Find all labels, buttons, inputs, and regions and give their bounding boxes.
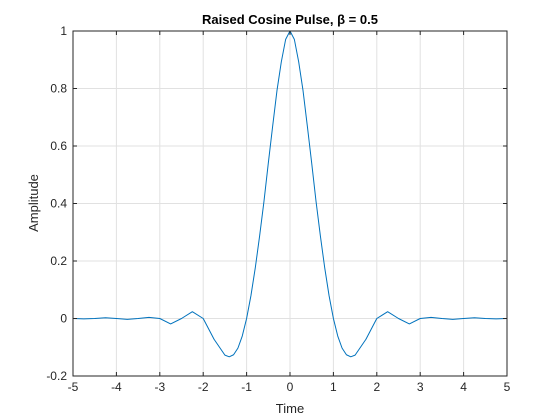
y-tick-label: 0.4 [50, 197, 67, 211]
x-tick-label: 5 [504, 380, 511, 394]
y-tick-label: 0 [60, 312, 67, 326]
x-tick-label: -5 [68, 380, 79, 394]
x-tick-label: -1 [241, 380, 252, 394]
x-axis-label: Time [276, 401, 304, 416]
x-tick-label: -4 [111, 380, 122, 394]
chart-title: Raised Cosine Pulse, β = 0.5 [202, 12, 378, 27]
y-axis-label: Amplitude [26, 174, 41, 232]
x-tick-label: 4 [460, 380, 467, 394]
y-tick-label: 0.6 [50, 139, 67, 153]
ticks: -5 -4 -3 -2 -1 0 1 2 3 4 5 -0.2 0 0.2 0.4 0.6 0.8 1 [46, 24, 510, 394]
x-tick-label: 0 [287, 380, 294, 394]
y-tick-label: 0.2 [50, 254, 67, 268]
x-tick-label: -3 [154, 380, 165, 394]
x-tick-label: -2 [198, 380, 209, 394]
x-tick-label: 1 [330, 380, 337, 394]
x-tick-label: 2 [373, 380, 380, 394]
x-tick-label: 3 [417, 380, 424, 394]
y-tick-label: 1 [60, 24, 67, 38]
y-tick-label: 0.8 [50, 82, 67, 96]
y-tick-label: -0.2 [46, 369, 67, 383]
